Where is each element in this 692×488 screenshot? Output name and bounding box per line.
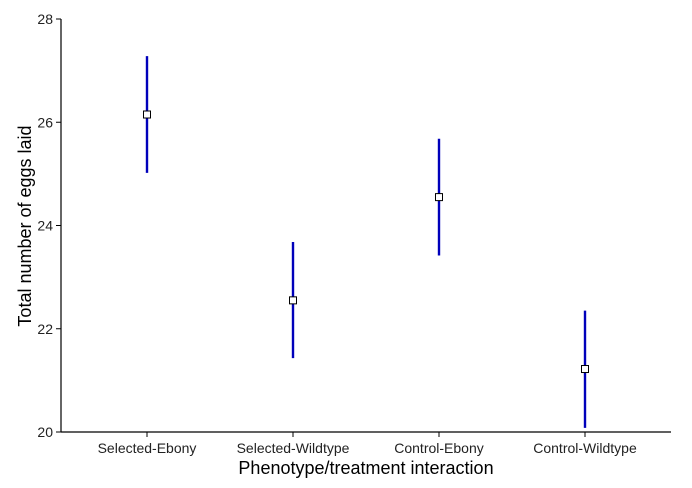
axes bbox=[60, 19, 671, 433]
x-axis-title: Phenotype/treatment interaction bbox=[238, 458, 493, 478]
x-ticks: Selected-Ebony Selected-Wildtype Control-E… bbox=[98, 432, 637, 456]
y-tick-label: 28 bbox=[37, 11, 53, 27]
data-point bbox=[581, 365, 589, 374]
x-tick-label: Control-Ebony bbox=[394, 440, 484, 456]
x-tick-label: Selected-Ebony bbox=[98, 440, 197, 456]
data-point bbox=[143, 110, 151, 119]
y-tick-label: 24 bbox=[37, 218, 53, 234]
x-tick-label: Control-Wildtype bbox=[533, 440, 637, 456]
data-point bbox=[435, 193, 443, 202]
y-axis-title: Total number of eggs laid bbox=[15, 125, 35, 326]
data-point bbox=[289, 296, 297, 305]
y-ticks: 20 22 24 26 28 bbox=[37, 11, 61, 440]
y-tick-label: 26 bbox=[37, 114, 53, 130]
y-tick-label: 20 bbox=[37, 424, 53, 440]
y-tick-label: 22 bbox=[37, 321, 53, 337]
data-series bbox=[143, 56, 589, 428]
x-tick-label: Selected-Wildtype bbox=[237, 440, 350, 456]
